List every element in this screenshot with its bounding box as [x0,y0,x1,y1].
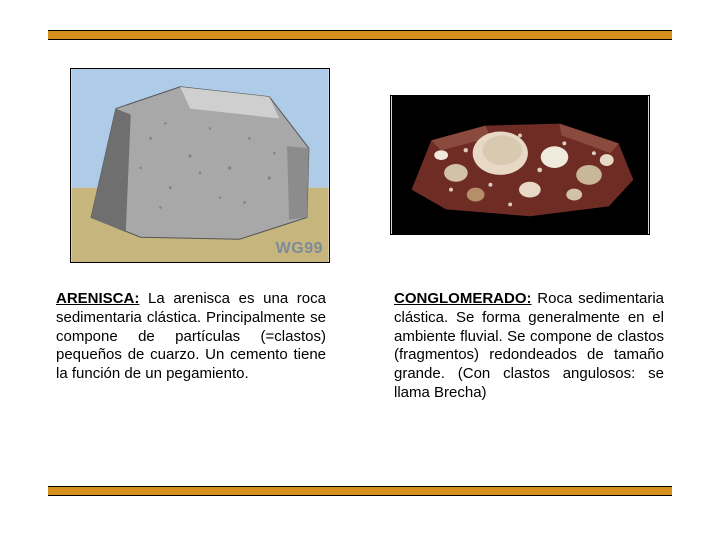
arenisca-title: ARENISCA: [56,290,139,307]
right-column: CONGLOMERADO: Roca sedimentaria clástica… [394,290,664,403]
sandstone-illustration [71,69,329,262]
top-rule [48,30,672,40]
conglomerado-title: CONGLOMERADO: [394,290,532,307]
text-row: ARENISCA: La arenisca es una roca sedime… [0,290,720,403]
conglomerate-illustration [391,96,649,234]
bottom-rule [48,486,672,496]
conglomerate-image [390,95,650,235]
images-row: WG99 [0,60,720,270]
left-column: ARENISCA: La arenisca es una roca sedime… [56,290,326,403]
sandstone-image: WG99 [70,68,330,263]
watermark-text: WG99 [276,240,323,258]
